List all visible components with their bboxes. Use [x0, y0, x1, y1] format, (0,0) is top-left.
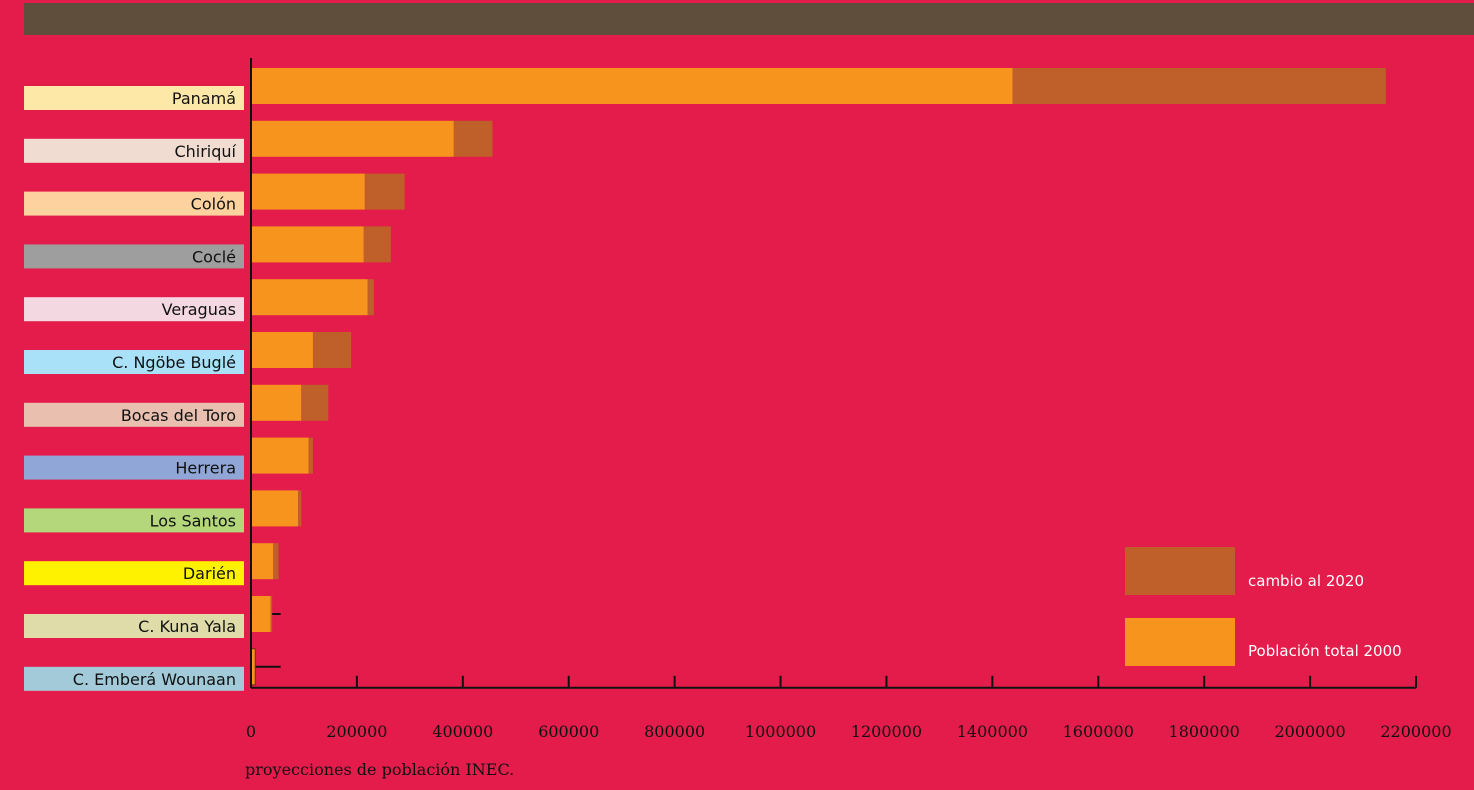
bar-cambio-2020-los-santos [298, 490, 302, 527]
bar-poblacion-2000-bocas-del-toro [251, 384, 302, 421]
bars-layer [250, 68, 1386, 686]
category-label-los-santos: Los Santos [150, 511, 236, 530]
category-label-box-c-embera-wounaan [24, 666, 244, 691]
x-tick-label-7: 1400000 [957, 722, 1028, 741]
bar-poblacion-2000-cocle [251, 226, 364, 263]
category-label-c-ngobe-bugle: C. Ngöbe Buglé [112, 353, 236, 372]
bar-cambio-2020-c-kuna-yala [270, 596, 273, 632]
bar-poblacion-2000-c-kuna-yala [251, 596, 271, 632]
bar-poblacion-2000-colon [251, 173, 365, 210]
x-tick-label-3: 600000 [538, 722, 599, 741]
category-label-box-herrera [24, 455, 244, 480]
category-label-herrera: Herrera [175, 459, 236, 478]
bar-poblacion-2000-panama [251, 68, 1013, 104]
category-label-veraguas: Veraguas [162, 300, 236, 319]
source-note: proyecciones de población INEC. [245, 760, 514, 779]
bar-poblacion-2000-los-santos [251, 490, 299, 527]
category-label-c-kuna-yala: C. Kuna Yala [138, 617, 236, 636]
legend: cambio al 2020 Población total 2000 [1125, 547, 1402, 666]
x-tick-label-5: 1000000 [745, 722, 816, 741]
x-tick-label-8: 1600000 [1063, 722, 1134, 741]
x-tick-label-2: 400000 [432, 722, 493, 741]
category-label-panama: Panamá [172, 89, 236, 108]
x-tick-label-11: 2200000 [1380, 722, 1451, 741]
header-band [24, 3, 1474, 35]
x-tick-label-0: 0 [246, 722, 256, 741]
x-tick-label-10: 2000000 [1274, 722, 1345, 741]
legend-swatch-cambio [1125, 547, 1235, 595]
bar-cambio-2020-veraguas [367, 279, 374, 316]
category-label-cocle: Coclé [192, 247, 236, 266]
category-label-box-cocle [24, 244, 244, 269]
category-labels: Panamá Chiriquí Colón Coclé Veraguas C. Ngöbe… [24, 86, 244, 691]
category-label-bocas-del-toro: Bocas del Toro [121, 406, 236, 425]
bar-poblacion-2000-c-ngobe-bugle [251, 332, 313, 368]
category-label-box-colon [24, 191, 244, 216]
bar-poblacion-2000-herrera [251, 437, 309, 474]
x-tick-label-1: 200000 [326, 722, 387, 741]
bar-cambio-2020-herrera [308, 437, 313, 474]
category-label-chiriqui: Chiriquí [174, 142, 236, 161]
category-label-box-c-ngobe-bugle [24, 350, 244, 374]
category-label-box-veraguas [24, 297, 244, 322]
category-label-box-chiriqui [24, 138, 244, 163]
category-label-box-darien [24, 561, 244, 586]
bar-poblacion-2000-chiriqui [251, 120, 454, 157]
bar-poblacion-2000-c-embera-wounaan [251, 648, 256, 685]
bar-cambio-2020-bocas-del-toro [301, 384, 329, 421]
bar-cambio-2020-panama [1012, 68, 1386, 104]
x-tick-label-6: 1200000 [851, 722, 922, 741]
category-label-colon: Colón [191, 195, 236, 214]
bar-poblacion-2000-darien [251, 543, 274, 580]
bar-cambio-2020-c-ngobe-bugle [312, 332, 352, 368]
category-label-box-c-kuna-yala [24, 614, 244, 638]
legend-label-cambio: cambio al 2020 [1248, 572, 1364, 590]
category-label-darien: Darién [183, 564, 236, 583]
category-label-box-panama [24, 86, 244, 110]
bar-cambio-2020-darien [273, 543, 279, 580]
legend-label-poblacion: Población total 2000 [1248, 642, 1402, 660]
category-label-box-bocas-del-toro [24, 402, 244, 427]
category-label-box-los-santos [24, 508, 244, 533]
legend-swatch-poblacion [1125, 618, 1235, 666]
category-label-c-embera-wounaan: C. Emberá Wounaan [73, 670, 236, 689]
x-tick-label-4: 800000 [644, 722, 705, 741]
bar-cambio-2020-chiriqui [453, 120, 493, 157]
bar-poblacion-2000-veraguas [251, 279, 368, 316]
bar-cambio-2020-colon [364, 173, 405, 210]
x-tick-label-9: 1800000 [1169, 722, 1240, 741]
bar-cambio-2020-cocle [363, 226, 391, 263]
x-axis: 0 200000 400000 600000 800000 1000000 1200000 1… [246, 58, 1452, 741]
